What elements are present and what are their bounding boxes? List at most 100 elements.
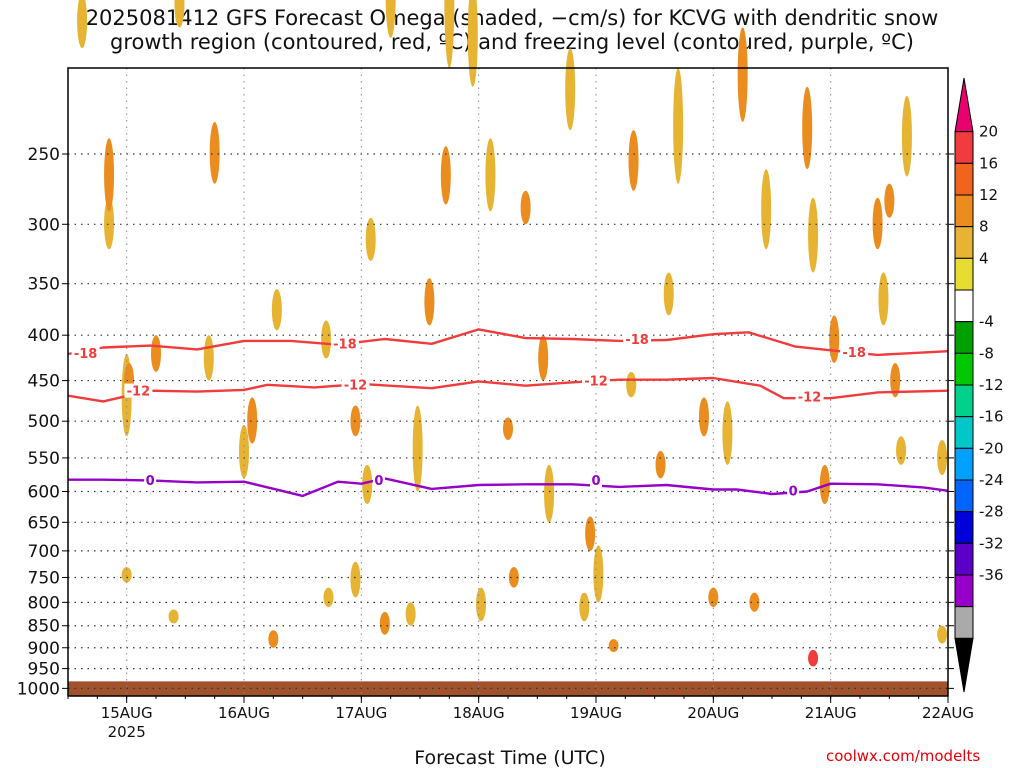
- contour-line-0: [68, 477, 949, 498]
- colorbar-label-3: 8: [979, 218, 989, 236]
- omega-blob-8: [350, 561, 361, 598]
- omega-blob-58: [708, 587, 719, 608]
- omega-shading: [77, 0, 948, 667]
- omega-blob-46: [538, 335, 549, 381]
- contour-label-9: 0: [374, 474, 383, 489]
- omega-blob-49: [379, 611, 390, 635]
- colorbar-label-10: -24: [979, 471, 1004, 489]
- contour-line-m18: [67, 328, 949, 357]
- omega-blob-62: [151, 335, 161, 372]
- contour-label-bg-6: [582, 373, 610, 388]
- colorbar-label-11: -28: [979, 503, 1004, 521]
- contour-label-bg-8: [144, 473, 157, 488]
- omega-blob-53: [268, 630, 279, 648]
- y-tick-label-300: 300: [28, 215, 60, 235]
- omega-blob-7: [321, 320, 332, 359]
- omega-blob-18: [663, 272, 674, 316]
- y-tick-label-800: 800: [28, 593, 60, 613]
- colorbar-segment-7: [954, 321, 974, 354]
- contour-label-4: -12: [127, 385, 151, 400]
- x-tick-label-20AUG: 20AUG: [687, 704, 739, 722]
- colorbar-segment-15: [954, 574, 974, 608]
- colorbar-label-12: -32: [979, 534, 1004, 552]
- omega-blob-59: [749, 592, 760, 612]
- omega-blob-19: [673, 68, 684, 184]
- colorbar-segment-11: [954, 447, 974, 481]
- omega-blob-11: [412, 405, 423, 492]
- contour-label-bg-9: [372, 473, 385, 488]
- colorbar-top-arrow: [954, 77, 974, 133]
- contour-label-10: 0: [591, 474, 600, 489]
- colorbar-segment-13: [954, 511, 974, 544]
- omega-blob-17: [593, 545, 604, 603]
- colorbar-label-0: 20: [979, 123, 998, 141]
- omega-blob-4: [121, 567, 132, 583]
- omega-blob-44: [628, 130, 639, 191]
- colorbar-label-7: -12: [979, 376, 1004, 394]
- contour-label-bg-5: [341, 377, 370, 392]
- omega-blob-50: [872, 197, 883, 250]
- omega-blob-26: [271, 289, 282, 331]
- omega-blob-2: [104, 197, 115, 250]
- contour-lines: [67, 328, 949, 498]
- contour-label-11: 0: [789, 484, 798, 499]
- contour-label-bg-7: [795, 389, 824, 404]
- contour-label-2: -18: [625, 333, 649, 348]
- omega-blob-48: [802, 86, 813, 170]
- y-tick-label-250: 250: [28, 145, 60, 165]
- colorbar-segment-2: [954, 162, 974, 196]
- x-tick-label-19AUG: 19AUG: [570, 704, 622, 722]
- omega-blob-56: [209, 121, 220, 184]
- omega-blob-27: [174, 0, 185, 28]
- y-tick-label-550: 550: [28, 449, 60, 469]
- colorbar-label-1: 16: [979, 154, 998, 172]
- colorbar-segment-14: [954, 542, 974, 576]
- omega-blob-33: [896, 436, 907, 465]
- colorbar-segment-5: [954, 257, 974, 291]
- colorbar-bottom-arrow: [954, 637, 974, 693]
- colorbar-segment-4: [954, 226, 974, 259]
- omega-blob-57: [608, 639, 619, 653]
- contour-label-bg-3: [840, 345, 869, 360]
- omega-blob-24: [937, 625, 948, 644]
- contour-label-5: -12: [344, 379, 368, 394]
- omega-blob-65: [520, 190, 531, 225]
- x-tick-label-21AUG: 21AUG: [805, 704, 857, 722]
- contour-label-3: -18: [842, 346, 866, 361]
- y-tick-label-500: 500: [28, 412, 60, 432]
- colorbar-label-5: -4: [979, 313, 994, 331]
- contour-label-bg-4: [124, 383, 153, 398]
- omega-blob-30: [565, 48, 576, 131]
- y-tick-label-900: 900: [28, 639, 60, 659]
- y-tick-label-950: 950: [28, 660, 60, 680]
- omega-blob-25: [405, 602, 416, 626]
- omega-blob-20: [722, 401, 733, 465]
- x-tick-label-15AUG: 15AUG: [101, 704, 153, 722]
- x-tick-label-17AUG: 17AUG: [335, 704, 387, 722]
- colorbar-segment-8: [954, 352, 974, 386]
- omega-blob-60: [503, 417, 513, 440]
- colorbar-segment-1: [954, 131, 974, 164]
- contour-label-bg-0: [71, 345, 100, 360]
- omega-blob-35: [323, 587, 334, 608]
- contour-label-1: -18: [333, 338, 357, 353]
- omega-blob-10: [362, 464, 373, 505]
- contour-label-bg-10: [590, 473, 602, 488]
- y-axis: 2503003504004505005506006507007508008509…: [17, 145, 954, 699]
- y-tick-label-450: 450: [28, 372, 60, 392]
- colorbar-label-9: -20: [979, 439, 1004, 457]
- contour-line-m12: [67, 376, 949, 403]
- x-tick-label-18AUG: 18AUG: [453, 704, 505, 722]
- omega-blob-21: [808, 197, 819, 273]
- omega-blob-64: [440, 146, 451, 205]
- omega-blob-13: [476, 587, 487, 622]
- omega-blob-38: [104, 138, 115, 212]
- omega-blob-22: [901, 95, 912, 177]
- omega-blob-28: [77, 0, 88, 49]
- colorbar-segment-9: [954, 384, 974, 418]
- omega-blob-43: [698, 397, 709, 437]
- y-tick-label-850: 850: [28, 617, 60, 637]
- contour-label-0: -18: [74, 347, 98, 362]
- omega-blob-34: [168, 609, 179, 624]
